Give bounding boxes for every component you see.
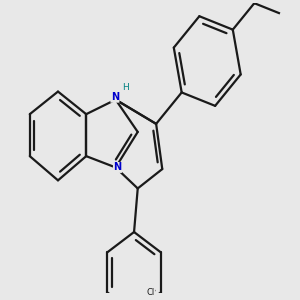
Text: N: N [111,92,119,102]
Text: N: N [113,162,122,172]
Text: H: H [123,83,129,92]
Text: Cl: Cl [147,288,155,297]
